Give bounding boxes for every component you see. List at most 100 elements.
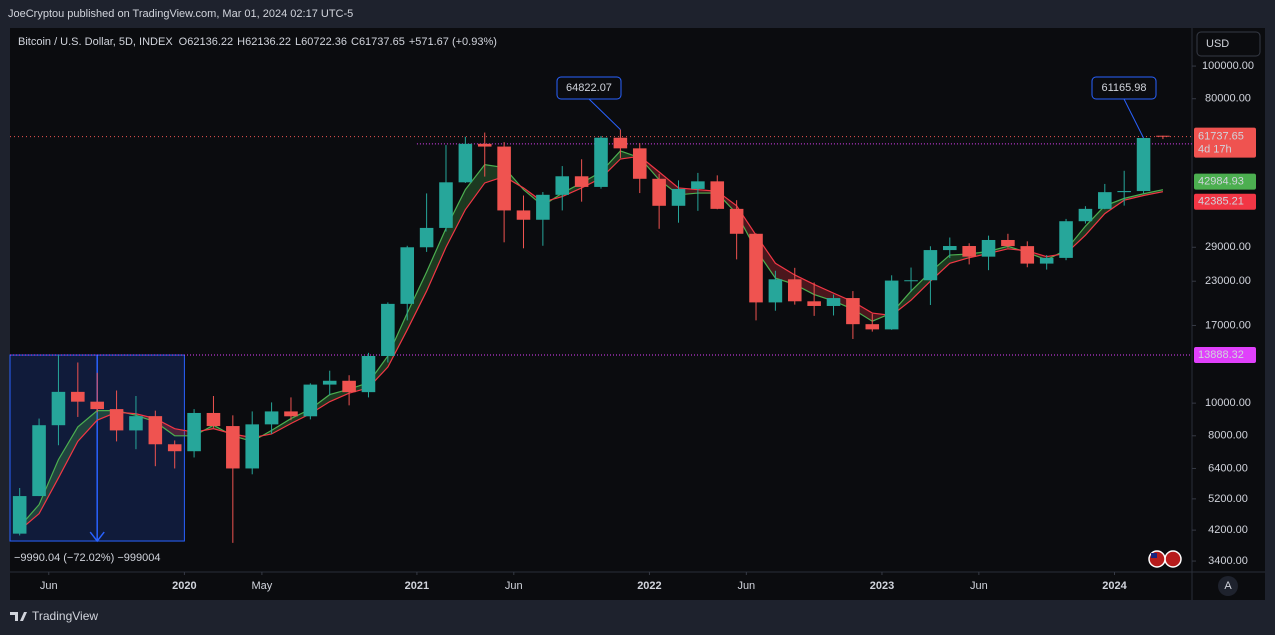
candle-body	[923, 250, 938, 281]
candle-body	[90, 401, 104, 410]
ribbon-fill	[1085, 205, 1105, 236]
candle-body	[1039, 257, 1054, 264]
ribbon-fill	[58, 426, 78, 478]
candle-body	[322, 380, 337, 385]
publisher: JoeCryptou published on TradingView.com,…	[8, 8, 353, 20]
candle-body	[516, 210, 531, 220]
candle-body	[671, 188, 686, 206]
ribbon-fill	[329, 389, 350, 402]
price-tag	[1194, 127, 1256, 158]
candle-body	[419, 227, 434, 248]
candle-body	[594, 137, 608, 187]
ribbon-fill	[465, 164, 485, 210]
candle-body	[729, 208, 744, 234]
y-tick-label: 4200.00	[1208, 524, 1248, 536]
candle-body	[1098, 192, 1112, 209]
candle-body	[206, 412, 221, 427]
y-tick-label: 17000.00	[1205, 319, 1251, 331]
callout-line	[1123, 98, 1145, 139]
price-axis	[1192, 28, 1265, 572]
y-tick-label: 23000.00	[1205, 275, 1251, 287]
price-tag-label: 61737.65	[1198, 131, 1244, 143]
ribbon-fill	[271, 418, 291, 434]
candle-body	[768, 279, 783, 303]
candle-body	[613, 137, 628, 149]
candle-body	[1020, 246, 1035, 264]
candle-body	[71, 391, 85, 402]
ribbon-fill	[426, 228, 446, 292]
time-axis	[10, 572, 1265, 600]
x-tick-label: 2023	[870, 580, 894, 592]
currency-button[interactable]	[1196, 31, 1261, 57]
ribbon-fill	[407, 271, 427, 330]
candle-body	[632, 148, 647, 179]
candle-body	[1078, 208, 1093, 222]
price-tag-label: 13888.32	[1198, 349, 1244, 361]
brand: TradingView	[10, 609, 98, 623]
y-tick-label: 80000.00	[1205, 93, 1251, 105]
candle-body	[574, 176, 589, 187]
currency-label: USD	[1206, 38, 1229, 50]
legend-key: C	[351, 36, 359, 48]
x-tick-label: Jun	[505, 580, 523, 592]
candle-body	[303, 384, 318, 417]
candle-body	[749, 233, 763, 303]
x-tick-label: Jun	[970, 580, 988, 592]
price-tag	[1194, 347, 1256, 364]
measure-arrowhead	[89, 531, 105, 543]
candle-body	[245, 424, 259, 469]
callout-label: 64822.07	[566, 82, 612, 94]
candle-body	[129, 416, 143, 431]
measure-label: −9990.04 (−72.02%) −999004	[14, 552, 161, 564]
x-tick-label: 2020	[172, 580, 196, 592]
candle-body	[342, 380, 356, 393]
y-tick-label: 6400.00	[1208, 462, 1248, 474]
y-tick-label: 10000.00	[1205, 397, 1251, 409]
legend-value: 62136.22	[245, 36, 291, 48]
ribbon-fill	[814, 284, 834, 301]
callout-label: 61165.98	[1101, 82, 1146, 94]
price-tag-label: 42984.93	[1198, 176, 1244, 188]
y-tick-label: 8000.00	[1208, 430, 1248, 442]
candle-body	[710, 181, 725, 209]
auto-scale-button[interactable]	[1218, 576, 1238, 596]
ribbon-fill	[77, 410, 98, 442]
auto-scale-label: A	[1224, 580, 1232, 592]
x-tick-label: 2022	[637, 580, 661, 592]
candle-body	[497, 146, 511, 211]
x-tick-label: 2024	[1102, 580, 1127, 592]
brand-logo	[10, 612, 27, 621]
plot-area	[10, 28, 1192, 572]
symbol-title: Bitcoin / U.S. Dollar, 5D, INDEX	[18, 36, 173, 48]
candle-body	[477, 143, 492, 147]
brand-name: TradingView	[32, 609, 98, 623]
candle-body	[962, 246, 976, 257]
candle-body	[846, 298, 860, 325]
candle-body	[284, 411, 298, 417]
candle-body	[187, 412, 201, 452]
candle-body	[787, 279, 802, 302]
y-tick-label: 100000.00	[1202, 60, 1254, 72]
candle-body	[981, 239, 996, 257]
flag-icons	[1148, 550, 1182, 568]
ribbon-fill	[39, 459, 59, 514]
candle-body	[148, 416, 163, 445]
candle-body	[555, 176, 570, 195]
candle-body	[652, 178, 666, 206]
candle-body	[904, 280, 918, 282]
flag-icon	[1164, 550, 1182, 568]
candle-body	[1117, 191, 1131, 193]
candle-body	[943, 246, 957, 251]
legend: Bitcoin / U.S. Dollar, 5D, INDEX	[18, 36, 173, 48]
candle-body	[826, 298, 841, 306]
candle-body	[1001, 239, 1015, 247]
flag-canton	[1151, 553, 1157, 558]
candle-body	[1059, 221, 1073, 258]
plot: 64822.07 61165.98	[10, 76, 1192, 543]
x-tick-label: Jun	[737, 580, 755, 592]
ribbon-fill	[445, 189, 466, 248]
callout-box	[556, 76, 622, 100]
candle-body	[1136, 138, 1151, 192]
y-tick-label: 29000.00	[1205, 241, 1251, 253]
